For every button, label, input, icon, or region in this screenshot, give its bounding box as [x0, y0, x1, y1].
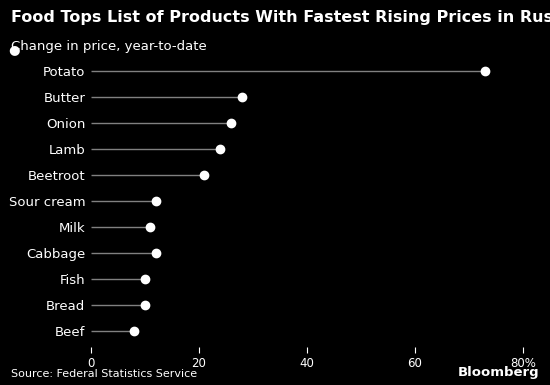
Text: Bloomberg: Bloomberg — [458, 366, 539, 379]
Text: Food Tops List of Products With Fastest Rising Prices in Russia: Food Tops List of Products With Fastest … — [11, 10, 550, 25]
Text: ●: ● — [8, 43, 20, 56]
Text: Source: Federal Statistics Service: Source: Federal Statistics Service — [11, 369, 197, 379]
Text: Change in price, year-to-date: Change in price, year-to-date — [11, 40, 207, 54]
